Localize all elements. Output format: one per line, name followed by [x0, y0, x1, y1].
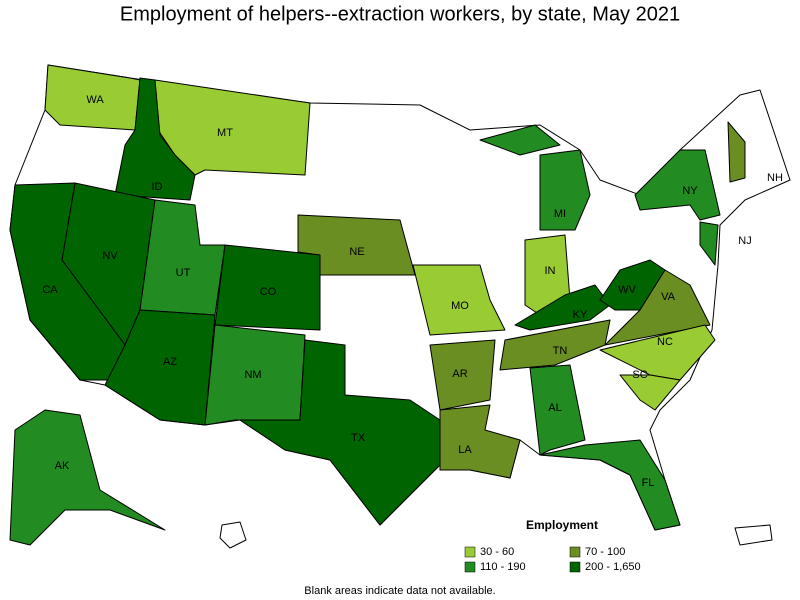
footnote: Blank areas indicate data not available.: [304, 585, 495, 597]
michigan-upper: [479, 124, 561, 156]
state-label: CO: [260, 286, 277, 298]
state: [104, 309, 216, 426]
state: [499, 319, 611, 371]
state-label: AL: [548, 402, 561, 414]
puerto-rico: [734, 524, 773, 546]
state-label: MO: [451, 300, 469, 312]
state-label: NY: [682, 185, 698, 197]
map-title: Employment of helpers--extraction worker…: [120, 3, 680, 25]
state-label: AK: [55, 460, 70, 472]
legend-label: 200 - 1,650: [585, 561, 641, 573]
state: [529, 364, 586, 456]
state-label: NC: [657, 336, 673, 348]
state-label: CA: [42, 284, 58, 296]
legend-swatch: [569, 546, 581, 558]
state: [599, 324, 716, 381]
state: [154, 79, 311, 176]
state-label: SC: [632, 369, 647, 381]
state-label: LA: [458, 444, 472, 456]
state: [412, 264, 506, 336]
legend-swatch: [569, 561, 581, 573]
legend-swatch: [464, 561, 476, 573]
state-label: ID: [152, 181, 163, 193]
state-label: FL: [642, 477, 655, 489]
state-label: AZ: [163, 356, 177, 368]
state-label: AR: [452, 368, 467, 380]
state-label: NH: [767, 172, 783, 184]
state: [297, 214, 416, 276]
state-label: WV: [618, 284, 636, 296]
state-label: TN: [553, 345, 568, 357]
state: [9, 409, 166, 546]
state: [114, 77, 196, 201]
state-label: NE: [349, 246, 364, 258]
state-label: KY: [573, 309, 588, 321]
state-label: TX: [351, 432, 366, 444]
legend-title: Employment: [526, 518, 598, 532]
legend-label: 110 - 190: [480, 561, 526, 573]
state: [634, 149, 721, 221]
state: [539, 439, 681, 531]
legend: Employment 30 - 60 70 - 100 110 - 190 200 -…: [464, 518, 641, 573]
state: [699, 221, 719, 266]
legend-items: 30 - 60 70 - 100 110 - 190 200 - 1,650: [464, 546, 641, 573]
state: [727, 121, 746, 183]
state-label: VA: [661, 291, 676, 303]
state-label: WA: [86, 94, 104, 106]
state: [239, 339, 446, 526]
hawaii: [219, 521, 247, 549]
state-label: MI: [554, 208, 566, 220]
state-label: NM: [244, 369, 261, 381]
state: [539, 149, 591, 231]
state: [214, 244, 321, 331]
state: [429, 339, 496, 411]
state-label: NV: [102, 250, 118, 262]
state: [439, 404, 521, 479]
legend-label: 30 - 60: [480, 546, 514, 558]
state: [619, 374, 681, 411]
state-label: MT: [217, 127, 233, 139]
states: WA MT ID NV CA UT AZ CO NM TX NE MO AR LA MI IN KY TN AL FL…: [9, 64, 783, 546]
state-label: UT: [176, 267, 191, 279]
state-label: IN: [545, 265, 556, 277]
legend-label: 70 - 100: [585, 546, 625, 558]
legend-swatch: [464, 546, 476, 558]
state-label: NJ: [738, 235, 751, 247]
